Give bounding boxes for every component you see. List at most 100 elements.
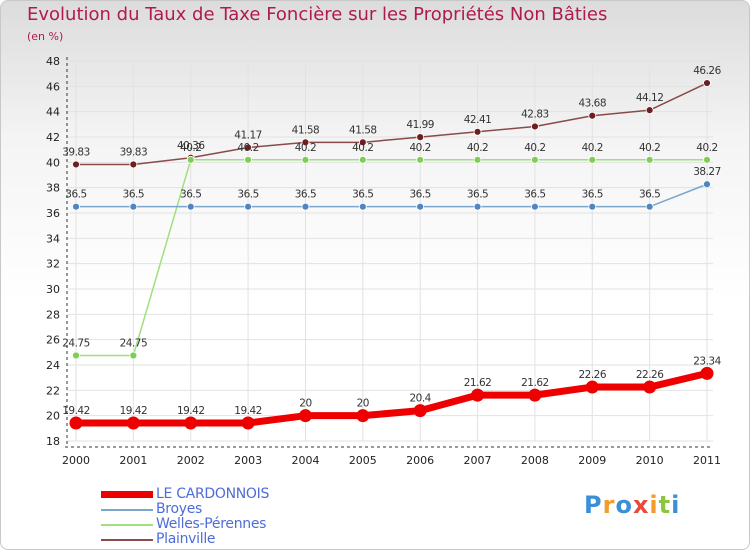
legend-label: Plainville bbox=[156, 531, 216, 547]
x-tick-label: 2002 bbox=[177, 454, 205, 467]
y-tick-label: 30 bbox=[46, 283, 60, 296]
y-tick-label: 26 bbox=[46, 334, 60, 347]
data-point bbox=[244, 202, 252, 211]
data-point bbox=[588, 155, 597, 164]
data-point bbox=[645, 202, 654, 211]
logo-letter: o bbox=[615, 491, 633, 519]
data-label: 40.2 bbox=[524, 142, 545, 154]
data-point bbox=[528, 388, 542, 402]
y-tick-label: 46 bbox=[46, 80, 60, 93]
data-label: 36.5 bbox=[123, 189, 144, 201]
x-tick-label: 2010 bbox=[636, 454, 664, 467]
data-label: 20 bbox=[299, 398, 311, 410]
data-label: 40.2 bbox=[467, 142, 488, 154]
series-line-plainville bbox=[76, 82, 708, 166]
data-point bbox=[585, 380, 599, 394]
data-point bbox=[473, 202, 482, 211]
x-tick-label: 2003 bbox=[234, 454, 262, 467]
x-tick-label: 2009 bbox=[578, 454, 606, 467]
data-point bbox=[72, 351, 80, 360]
y-tick-label: 20 bbox=[46, 410, 60, 423]
data-label: 36.5 bbox=[582, 189, 603, 201]
data-point bbox=[703, 155, 711, 164]
logo-letter: r bbox=[602, 491, 616, 519]
data-point bbox=[301, 202, 310, 211]
data-label: 19.42 bbox=[120, 405, 148, 417]
logo-letter: P bbox=[584, 491, 603, 519]
data-point bbox=[473, 155, 482, 164]
y-tick-label: 42 bbox=[46, 131, 60, 144]
logo-letter: i bbox=[649, 491, 659, 519]
legend-swatch bbox=[101, 524, 153, 526]
data-point bbox=[129, 202, 138, 211]
data-point bbox=[186, 202, 195, 211]
legend-label: Welles-Pérennes bbox=[156, 516, 267, 532]
data-point bbox=[645, 106, 654, 115]
data-point bbox=[72, 202, 80, 211]
data-point bbox=[703, 79, 711, 87]
data-point bbox=[301, 138, 310, 147]
data-label: 36.5 bbox=[467, 189, 488, 201]
chart-title: Evolution du Taux de Taxe Foncière sur l… bbox=[27, 4, 608, 25]
x-tick-label: 2000 bbox=[62, 454, 90, 467]
x-tick-label: 2011 bbox=[693, 454, 721, 467]
x-tick-label: 2004 bbox=[291, 454, 319, 467]
data-label: 22.26 bbox=[578, 369, 606, 381]
data-label: 36.5 bbox=[639, 189, 660, 201]
data-point bbox=[244, 143, 252, 152]
data-label: 40.2 bbox=[639, 142, 660, 154]
y-tick-label: 48 bbox=[46, 55, 60, 68]
data-label: 36.5 bbox=[352, 189, 373, 201]
data-point bbox=[126, 416, 140, 430]
data-label: 20 bbox=[357, 398, 369, 410]
data-label: 40.2 bbox=[582, 142, 603, 154]
data-point bbox=[531, 122, 539, 131]
x-tick-label: 2001 bbox=[119, 454, 147, 467]
logo-letter: i bbox=[671, 491, 681, 519]
data-point bbox=[301, 155, 310, 164]
y-tick-label: 28 bbox=[46, 308, 60, 321]
data-label: 41.58 bbox=[349, 124, 377, 136]
data-point bbox=[356, 409, 370, 423]
data-point bbox=[186, 155, 195, 164]
data-point bbox=[129, 160, 138, 169]
data-label: 40.2 bbox=[237, 142, 258, 154]
legend-swatch bbox=[101, 491, 153, 498]
data-label: 20.4 bbox=[409, 393, 431, 405]
data-label: 36.5 bbox=[524, 189, 545, 201]
data-point bbox=[241, 416, 255, 430]
data-label: 19.42 bbox=[234, 405, 262, 417]
x-tick-label: 2006 bbox=[406, 454, 434, 467]
data-label: 40.2 bbox=[180, 142, 201, 154]
data-label: 38.27 bbox=[693, 166, 721, 178]
data-label: 41.17 bbox=[234, 130, 262, 142]
data-point bbox=[244, 155, 252, 164]
series-line-welles-p-rennes bbox=[76, 159, 707, 357]
series-line-broyes bbox=[76, 183, 708, 208]
y-tick-label: 44 bbox=[46, 106, 60, 119]
proxiti-logo: Proxiti bbox=[584, 491, 680, 519]
chart-subtitle: (en %) bbox=[27, 30, 64, 43]
data-label: 21.62 bbox=[464, 377, 492, 389]
data-label: 39.83 bbox=[62, 146, 90, 158]
data-point bbox=[473, 127, 482, 136]
y-tick-label: 38 bbox=[46, 182, 60, 195]
legend-swatch bbox=[101, 539, 153, 541]
y-tick-label: 24 bbox=[46, 359, 60, 372]
data-point bbox=[358, 138, 367, 147]
data-point bbox=[184, 416, 198, 430]
data-label: 40.2 bbox=[696, 142, 717, 154]
data-point bbox=[69, 416, 83, 430]
legend-label: Broyes bbox=[156, 501, 203, 517]
data-label: 42.83 bbox=[521, 108, 549, 120]
data-point bbox=[72, 160, 80, 169]
data-label: 23.34 bbox=[693, 355, 721, 367]
data-point bbox=[416, 202, 425, 211]
data-point bbox=[645, 155, 654, 164]
data-label: 40.2 bbox=[352, 142, 373, 154]
logo-letter: x bbox=[632, 491, 650, 519]
data-label: 39.83 bbox=[120, 146, 148, 158]
data-point bbox=[298, 409, 312, 423]
